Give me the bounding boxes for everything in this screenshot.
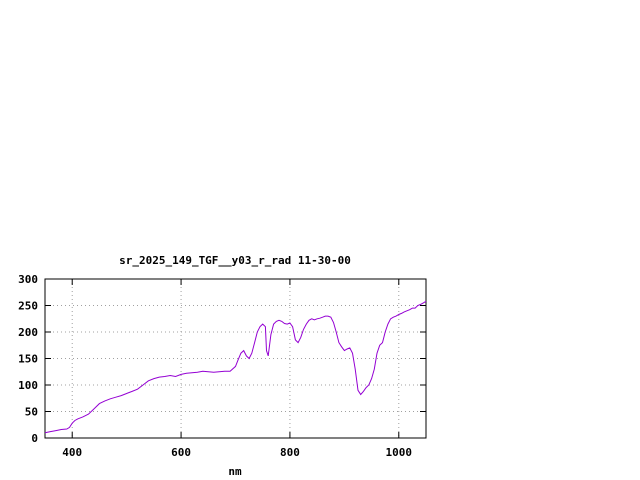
y-tick-label: 0 — [31, 432, 38, 445]
x-tick-label: 800 — [280, 446, 300, 459]
series-line — [44, 300, 427, 434]
grid-lines — [45, 279, 426, 438]
y-axis-ticks: 0 50 100 150 200 250 300 — [18, 273, 426, 445]
y-tick-label: 300 — [18, 273, 38, 286]
y-tick-label: 50 — [25, 406, 38, 419]
y-tick-label: 150 — [18, 353, 38, 366]
series-group — [44, 300, 427, 434]
x-tick-label: 1000 — [386, 446, 413, 459]
chart-title: sr_2025_149_TGF__y03_r_rad 11-30-00 — [119, 254, 351, 267]
y-tick-label: 250 — [18, 300, 38, 313]
y-tick-label: 200 — [18, 326, 38, 339]
plot-frame — [44, 278, 427, 439]
y-tick-label: 100 — [18, 379, 38, 392]
plot-border — [44, 278, 427, 439]
x-axis-label: nm — [228, 465, 242, 478]
x-tick-label: 600 — [171, 446, 191, 459]
x-axis-ticks: 400 600 800 1000 — [62, 279, 412, 459]
x-tick-label: 400 — [62, 446, 82, 459]
